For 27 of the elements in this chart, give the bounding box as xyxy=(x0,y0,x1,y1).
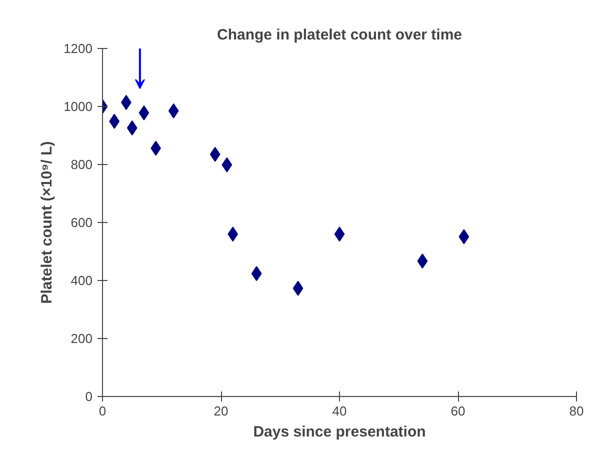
y-tick-label: 0 xyxy=(85,389,93,404)
point xyxy=(210,146,220,162)
point xyxy=(251,266,262,282)
point xyxy=(228,226,238,242)
point xyxy=(222,157,232,172)
x-tick-label: 0 xyxy=(98,404,106,418)
point xyxy=(417,254,428,269)
y-tick-label: 600 xyxy=(70,215,93,230)
x-tick-label: 20 xyxy=(214,404,228,418)
y-tick-label: 400 xyxy=(70,273,93,288)
x-tick-label: 40 xyxy=(332,404,347,418)
point xyxy=(168,103,179,118)
point xyxy=(292,280,304,296)
y-tick-label: 1000 xyxy=(64,99,92,114)
y-tick-label: 800 xyxy=(70,157,93,172)
x-tick-label: 80 xyxy=(569,404,584,418)
point xyxy=(458,229,470,244)
x-tick-label: 60 xyxy=(450,404,466,418)
x-axis-title: Days since presentation xyxy=(253,424,426,440)
point xyxy=(126,120,138,136)
y-tick-label: 200 xyxy=(70,331,93,346)
point xyxy=(334,226,345,242)
chart-title: Change in platelet count over time xyxy=(216,26,462,44)
y-tick-label: 1200 xyxy=(64,41,92,56)
point xyxy=(109,114,120,129)
point xyxy=(138,105,150,120)
y-axis-title: Platelet count (×10⁹/ L) xyxy=(38,141,56,304)
